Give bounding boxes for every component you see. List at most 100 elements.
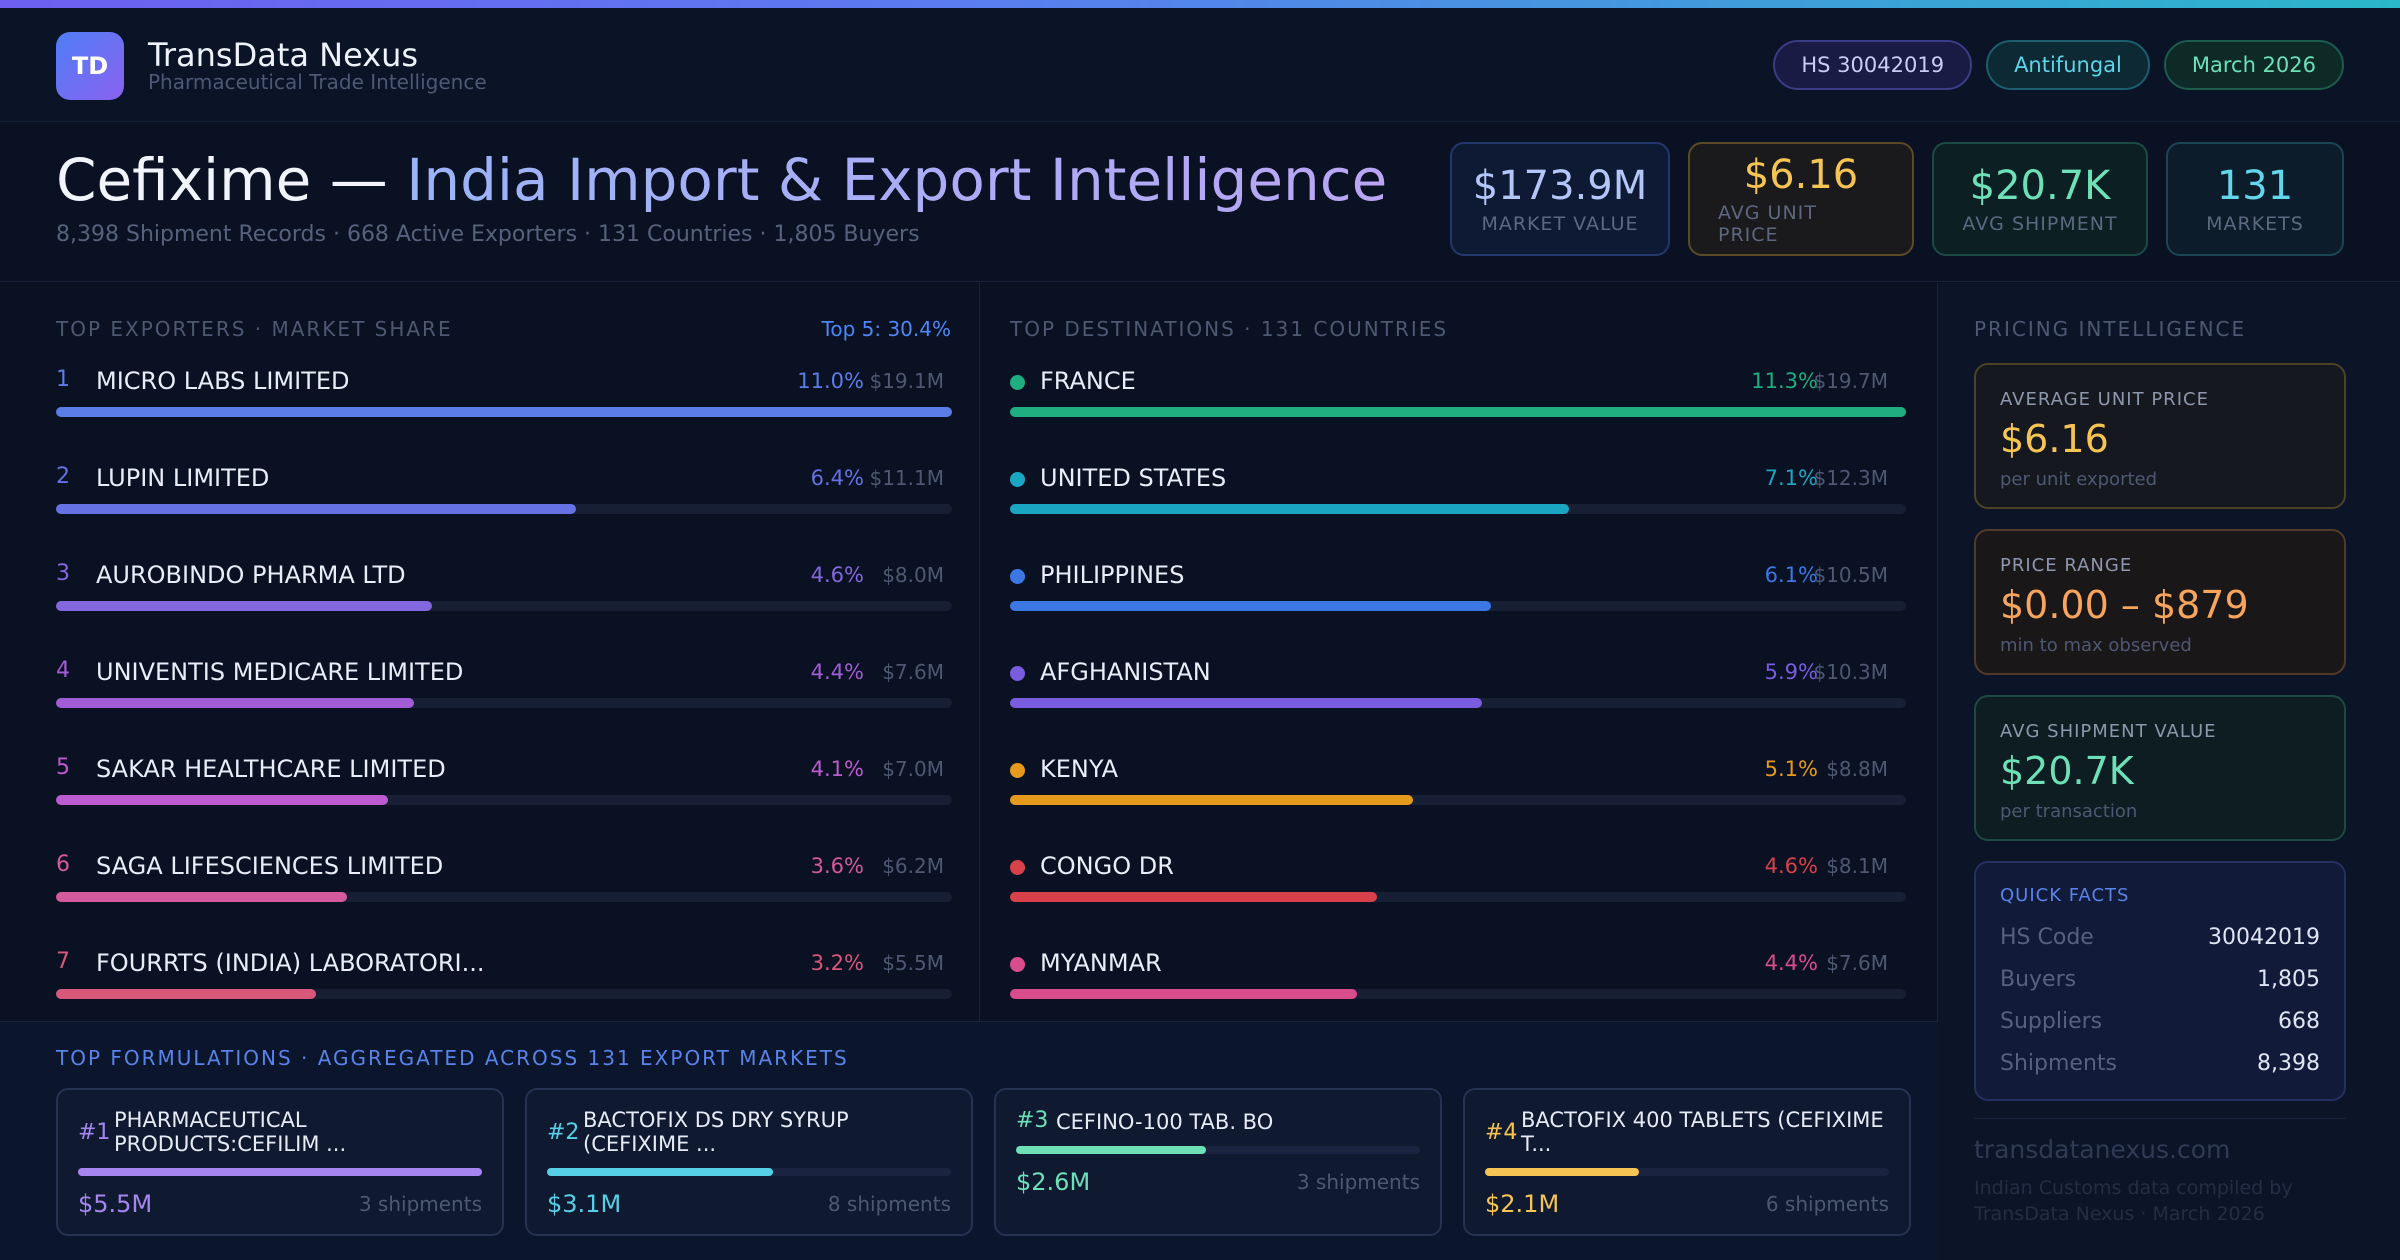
destination-row[interactable]: AFGHANISTAN 5.9% $10.3M: [1010, 658, 1906, 718]
footer-site-link[interactable]: transdatanexus.com: [1974, 1135, 2231, 1164]
card-value: $0.00 – $879: [2000, 583, 2249, 627]
destination-value: $12.3M: [1813, 466, 1888, 490]
kpi-row: $173.9M MARKET VALUE $6.16 AVG UNIT PRIC…: [1450, 142, 2344, 256]
destination-value: $19.7M: [1813, 369, 1888, 393]
destination-bar-fill: [1010, 795, 1413, 805]
exporters-title: TOP EXPORTERS · MARKET SHARE: [56, 317, 453, 341]
destination-value: $7.6M: [1826, 951, 1888, 975]
exporter-row[interactable]: 1 MICRO LABS LIMITED 11.0% $19.1M: [56, 367, 952, 427]
quick-fact-row: Suppliers 668: [2000, 1009, 2320, 1039]
brand-name[interactable]: TransData Nexus: [148, 36, 419, 74]
exporter-row[interactable]: 3 AUROBINDO PHARMA LTD 4.6% $8.0M: [56, 561, 952, 621]
page-subtitle: 8,398 Shipment Records · 668 Active Expo…: [56, 222, 920, 247]
exporter-bar-fill: [56, 504, 576, 514]
kpi-markets: 131 MARKETS: [2166, 142, 2344, 256]
destination-share: 5.1%: [1764, 757, 1818, 781]
formulation-bar-fill: [547, 1168, 773, 1176]
formulation-value: $2.6M: [1016, 1168, 1091, 1196]
exporter-row[interactable]: 7 FOURRTS (INDIA) LABORATORI... 3.2% $5.…: [56, 949, 952, 1009]
exporter-share: 3.6%: [810, 854, 864, 878]
exporter-row[interactable]: 6 SAGA LIFESCIENCES LIMITED 3.6% $6.2M: [56, 852, 952, 912]
destination-row[interactable]: PHILIPPINES 6.1% $10.5M: [1010, 561, 1906, 621]
brand-logo[interactable]: TD: [56, 32, 124, 100]
destination-row[interactable]: UNITED STATES 7.1% $12.3M: [1010, 464, 1906, 524]
formulation-rank: #3: [1016, 1108, 1049, 1133]
destination-name: UNITED STATES: [1040, 464, 1227, 492]
formulation-card[interactable]: #3 CEFINO-100 TAB. BO $2.6M 3 shipments: [994, 1088, 1442, 1236]
card-label: AVERAGE UNIT PRICE: [2000, 389, 2209, 410]
quick-fact-value: 1,805: [2257, 967, 2320, 992]
exporter-row[interactable]: 4 UNIVENTIS MEDICARE LIMITED 4.4% $7.6M: [56, 658, 952, 718]
exporter-bar-track: [56, 795, 952, 805]
destination-bar-fill: [1010, 504, 1569, 514]
exporter-rank: 7: [56, 949, 70, 974]
card-subtext: per unit exported: [2000, 469, 2158, 490]
exporter-share: 11.0%: [797, 369, 864, 393]
exporter-name: AUROBINDO PHARMA LTD: [96, 561, 406, 589]
brand-subtitle: Pharmaceutical Trade Intelligence: [148, 70, 487, 94]
destination-row[interactable]: KENYA 5.1% $8.8M: [1010, 755, 1906, 815]
destination-dot: [1010, 472, 1025, 487]
destination-bar-fill: [1010, 407, 1906, 417]
hs-code-pill[interactable]: HS 30042019: [1773, 40, 1973, 90]
card-label: PRICE RANGE: [2000, 555, 2133, 576]
destinations-panel: TOP DESTINATIONS · 131 COUNTRIES FRANCE …: [980, 283, 1938, 1021]
destination-row[interactable]: FRANCE 11.3% $19.7M: [1010, 367, 1906, 427]
app-header: TD TransData Nexus Pharmaceutical Trade …: [0, 8, 2400, 122]
destination-row[interactable]: MYANMAR 4.4% $7.6M: [1010, 949, 1906, 1009]
exporter-share: 4.6%: [810, 563, 864, 587]
exporter-share: 4.1%: [810, 757, 864, 781]
formulations-title: TOP FORMULATIONS · AGGREGATED ACROSS 131…: [56, 1046, 849, 1070]
quick-fact-key: Suppliers: [2000, 1009, 2103, 1034]
exporter-bar-fill: [56, 989, 316, 999]
destination-name: MYANMAR: [1040, 949, 1162, 977]
exporter-bar-track: [56, 989, 952, 999]
destination-bar-fill: [1010, 989, 1357, 999]
kpi-value: $6.16: [1743, 152, 1859, 198]
kpi-value: 131: [2216, 163, 2294, 209]
destination-name: AFGHANISTAN: [1040, 658, 1211, 686]
exporters-panel: TOP EXPORTERS · MARKET SHARE Top 5: 30.4…: [0, 283, 980, 1021]
date-pill[interactable]: March 2026: [2163, 40, 2344, 90]
exporter-rank: 1: [56, 367, 70, 392]
quick-facts-card: QUICK FACTS HS Code 30042019 Buyers 1,80…: [1974, 861, 2346, 1101]
quick-fact-value: 668: [2278, 1009, 2320, 1034]
formulation-rank: #1: [78, 1120, 111, 1145]
exporter-name: SAKAR HEALTHCARE LIMITED: [96, 755, 446, 783]
formulation-card[interactable]: #4 BACTOFIX 400 TABLETS (CEFIXIME T... $…: [1463, 1088, 1911, 1236]
formulation-shipments: 8 shipments: [827, 1192, 951, 1216]
destination-bar-track: [1010, 407, 1906, 417]
exporter-row[interactable]: 5 SAKAR HEALTHCARE LIMITED 4.1% $7.0M: [56, 755, 952, 815]
exporter-row[interactable]: 2 LUPIN LIMITED 6.4% $11.1M: [56, 464, 952, 524]
formulation-card[interactable]: #2 BACTOFIX DS DRY SYRUP (CEFIXIME ... $…: [525, 1088, 973, 1236]
exporter-name: MICRO LABS LIMITED: [96, 367, 350, 395]
destination-row[interactable]: CONGO DR 4.6% $8.1M: [1010, 852, 1906, 912]
destination-dot: [1010, 763, 1025, 778]
destination-dot: [1010, 375, 1025, 390]
page-title-main: Cefixime —: [56, 146, 407, 214]
card-subtext: per transaction: [2000, 801, 2138, 822]
destination-name: FRANCE: [1040, 367, 1136, 395]
category-pill[interactable]: Antifungal: [1986, 40, 2150, 90]
exporter-value: $6.2M: [882, 854, 944, 878]
destination-name: PHILIPPINES: [1040, 561, 1185, 589]
formulation-rank: #2: [547, 1120, 580, 1145]
formulation-name: BACTOFIX 400 TABLETS (CEFIXIME T...: [1521, 1108, 1884, 1156]
exporter-rank: 6: [56, 852, 70, 877]
page-title-accent: India Import & Export Intelligence: [406, 146, 1388, 214]
quick-fact-row: HS Code 30042019: [2000, 925, 2320, 955]
destination-dot: [1010, 569, 1025, 584]
exporter-bar-track: [56, 601, 952, 611]
formulation-bar-track: [1016, 1146, 1420, 1154]
quick-facts-title: QUICK FACTS: [2000, 885, 2130, 906]
exporter-name: SAGA LIFESCIENCES LIMITED: [96, 852, 444, 880]
exporter-name: UNIVENTIS MEDICARE LIMITED: [96, 658, 464, 686]
destination-dot: [1010, 860, 1025, 875]
exporter-value: $11.1M: [869, 466, 944, 490]
pricing-panel: PRICING INTELLIGENCE AVERAGE UNIT PRICE …: [1938, 283, 2400, 1260]
exporter-rank: 5: [56, 755, 70, 780]
card-subtext: min to max observed: [2000, 635, 2192, 656]
formulation-card[interactable]: #1 PHARMACEUTICAL PRODUCTS:CEFILIM ... $…: [56, 1088, 504, 1236]
destination-bar-fill: [1010, 698, 1482, 708]
exporter-name: LUPIN LIMITED: [96, 464, 270, 492]
